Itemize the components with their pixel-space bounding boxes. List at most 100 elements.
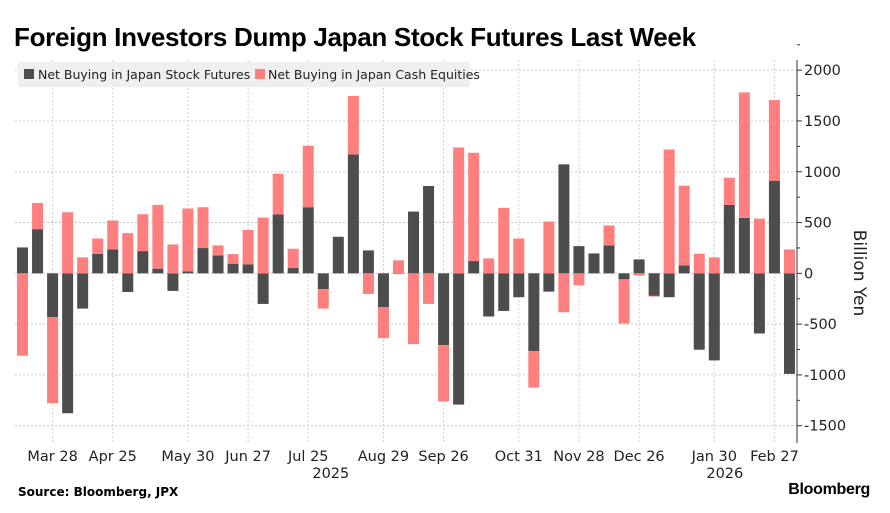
bar-cash-equities xyxy=(92,238,104,254)
bar-stock-futures xyxy=(77,273,89,309)
bar-stock-futures xyxy=(122,273,134,292)
bar-cash-equities xyxy=(573,273,585,286)
bar-cash-equities xyxy=(738,92,750,218)
bar-stock-futures xyxy=(423,185,435,274)
legend: Net Buying in Japan Stock Futures Net Bu… xyxy=(18,62,480,87)
bar-stock-futures xyxy=(738,217,750,274)
bar-cash-equities xyxy=(62,212,74,274)
x-year-label: 2026 xyxy=(706,466,743,482)
bar-stock-futures xyxy=(137,251,149,274)
bar-stock-futures xyxy=(588,253,600,274)
y-tick-label: 500 xyxy=(804,216,832,232)
x-tick-label: Jun 27 xyxy=(224,449,271,465)
x-tick-label: Jan 30 xyxy=(691,449,737,465)
bar-cash-equities xyxy=(212,245,224,256)
legend-swatch-cash xyxy=(255,69,265,79)
x-tick-label: May 30 xyxy=(161,449,214,465)
bar-stock-futures xyxy=(32,229,44,274)
bar-stock-futures xyxy=(438,273,450,346)
bar-stock-futures xyxy=(287,268,299,274)
y-tick-label: -1500 xyxy=(804,419,846,435)
bar-cash-equities xyxy=(302,145,314,208)
bar-stock-futures xyxy=(182,271,194,274)
bar-stock-futures xyxy=(392,273,404,274)
bar-stock-futures xyxy=(362,250,374,274)
bar-cash-equities xyxy=(483,258,495,274)
legend-label-cash: Net Buying in Japan Cash Equities xyxy=(268,67,480,82)
y-tick-label: -500 xyxy=(804,317,837,333)
bar-stock-futures xyxy=(648,273,660,296)
bar-stock-futures xyxy=(212,255,224,274)
bar-cash-equities xyxy=(633,273,645,276)
x-year-label: 2025 xyxy=(312,466,349,482)
bar-stock-futures xyxy=(753,273,765,334)
bar-cash-equities xyxy=(137,214,149,252)
bar-stock-futures xyxy=(377,273,389,308)
bar-cash-equities xyxy=(603,225,615,246)
bar-stock-futures xyxy=(633,259,645,274)
bar-stock-futures xyxy=(332,236,344,274)
bar-stock-futures xyxy=(678,265,690,274)
bar-cash-equities xyxy=(77,257,89,274)
bar-stock-futures xyxy=(708,273,720,361)
bar-stock-futures xyxy=(107,249,119,274)
bar-stock-futures xyxy=(483,273,495,317)
x-tick-label: Dec 26 xyxy=(614,449,665,465)
y-tick-label: -1000 xyxy=(804,368,846,384)
bar-cash-equities xyxy=(152,204,164,269)
y-axis-label: Billion Yen xyxy=(849,230,869,317)
bar-stock-futures xyxy=(47,273,59,318)
bar-cash-equities xyxy=(543,221,555,274)
bar-stock-futures xyxy=(317,273,329,290)
bar-cash-equities xyxy=(17,273,29,356)
bar-cash-equities xyxy=(768,100,780,181)
bar-cash-equities xyxy=(753,218,765,274)
bar-cash-equities xyxy=(423,273,435,304)
bar-cash-equities xyxy=(663,149,675,274)
bar-cash-equities xyxy=(272,173,284,215)
bar-cash-equities xyxy=(723,177,735,205)
bar-stock-futures xyxy=(783,273,795,374)
y-tick-label: 1000 xyxy=(804,165,841,181)
source-note: Source: Bloomberg, JPX xyxy=(18,485,179,499)
bar-stock-futures xyxy=(347,154,359,274)
bar-stock-futures xyxy=(167,273,179,291)
bar-cash-equities xyxy=(317,289,329,309)
bar-cash-equities xyxy=(693,253,705,274)
x-tick-label: Mar 28 xyxy=(27,449,77,465)
bar-cash-equities xyxy=(227,254,239,264)
bar-cash-equities xyxy=(783,249,795,274)
bar-cash-equities xyxy=(558,273,570,313)
x-tick-label: Jul 25 xyxy=(287,449,329,465)
bar-cash-equities xyxy=(498,207,510,274)
bar-cash-equities xyxy=(528,351,540,388)
bar-stock-futures xyxy=(92,253,104,274)
bar-stock-futures xyxy=(272,214,284,274)
bar-cash-equities xyxy=(392,260,404,274)
legend-swatch-futures xyxy=(24,69,34,79)
bar-stock-futures xyxy=(468,261,480,274)
bar-cash-equities xyxy=(122,233,134,274)
bar-cash-equities xyxy=(242,229,254,265)
bar-cash-equities xyxy=(197,207,209,249)
bar-stock-futures xyxy=(723,204,735,274)
bar-cash-equities xyxy=(708,257,720,274)
bar-cash-equities xyxy=(377,307,389,339)
y-tick-label: 2000 xyxy=(804,63,841,79)
legend-label-futures: Net Buying in Japan Stock Futures xyxy=(38,67,250,82)
bar-stock-futures xyxy=(528,273,540,352)
bar-stock-futures xyxy=(603,245,615,274)
bar-cash-equities xyxy=(107,220,119,250)
chart-title: Foreign Investors Dump Japan Stock Futur… xyxy=(14,22,696,52)
bar-stock-futures xyxy=(513,273,525,298)
bar-stock-futures xyxy=(573,246,585,274)
bar-cash-equities xyxy=(347,95,359,155)
bar-stock-futures xyxy=(152,268,164,274)
bar-cash-equities xyxy=(32,202,44,230)
bar-cash-equities xyxy=(287,248,299,269)
bar-cash-equities xyxy=(182,208,194,272)
bar-stock-futures xyxy=(558,164,570,274)
bar-stock-futures xyxy=(227,263,239,274)
x-tick-label: Sep 26 xyxy=(418,449,468,465)
